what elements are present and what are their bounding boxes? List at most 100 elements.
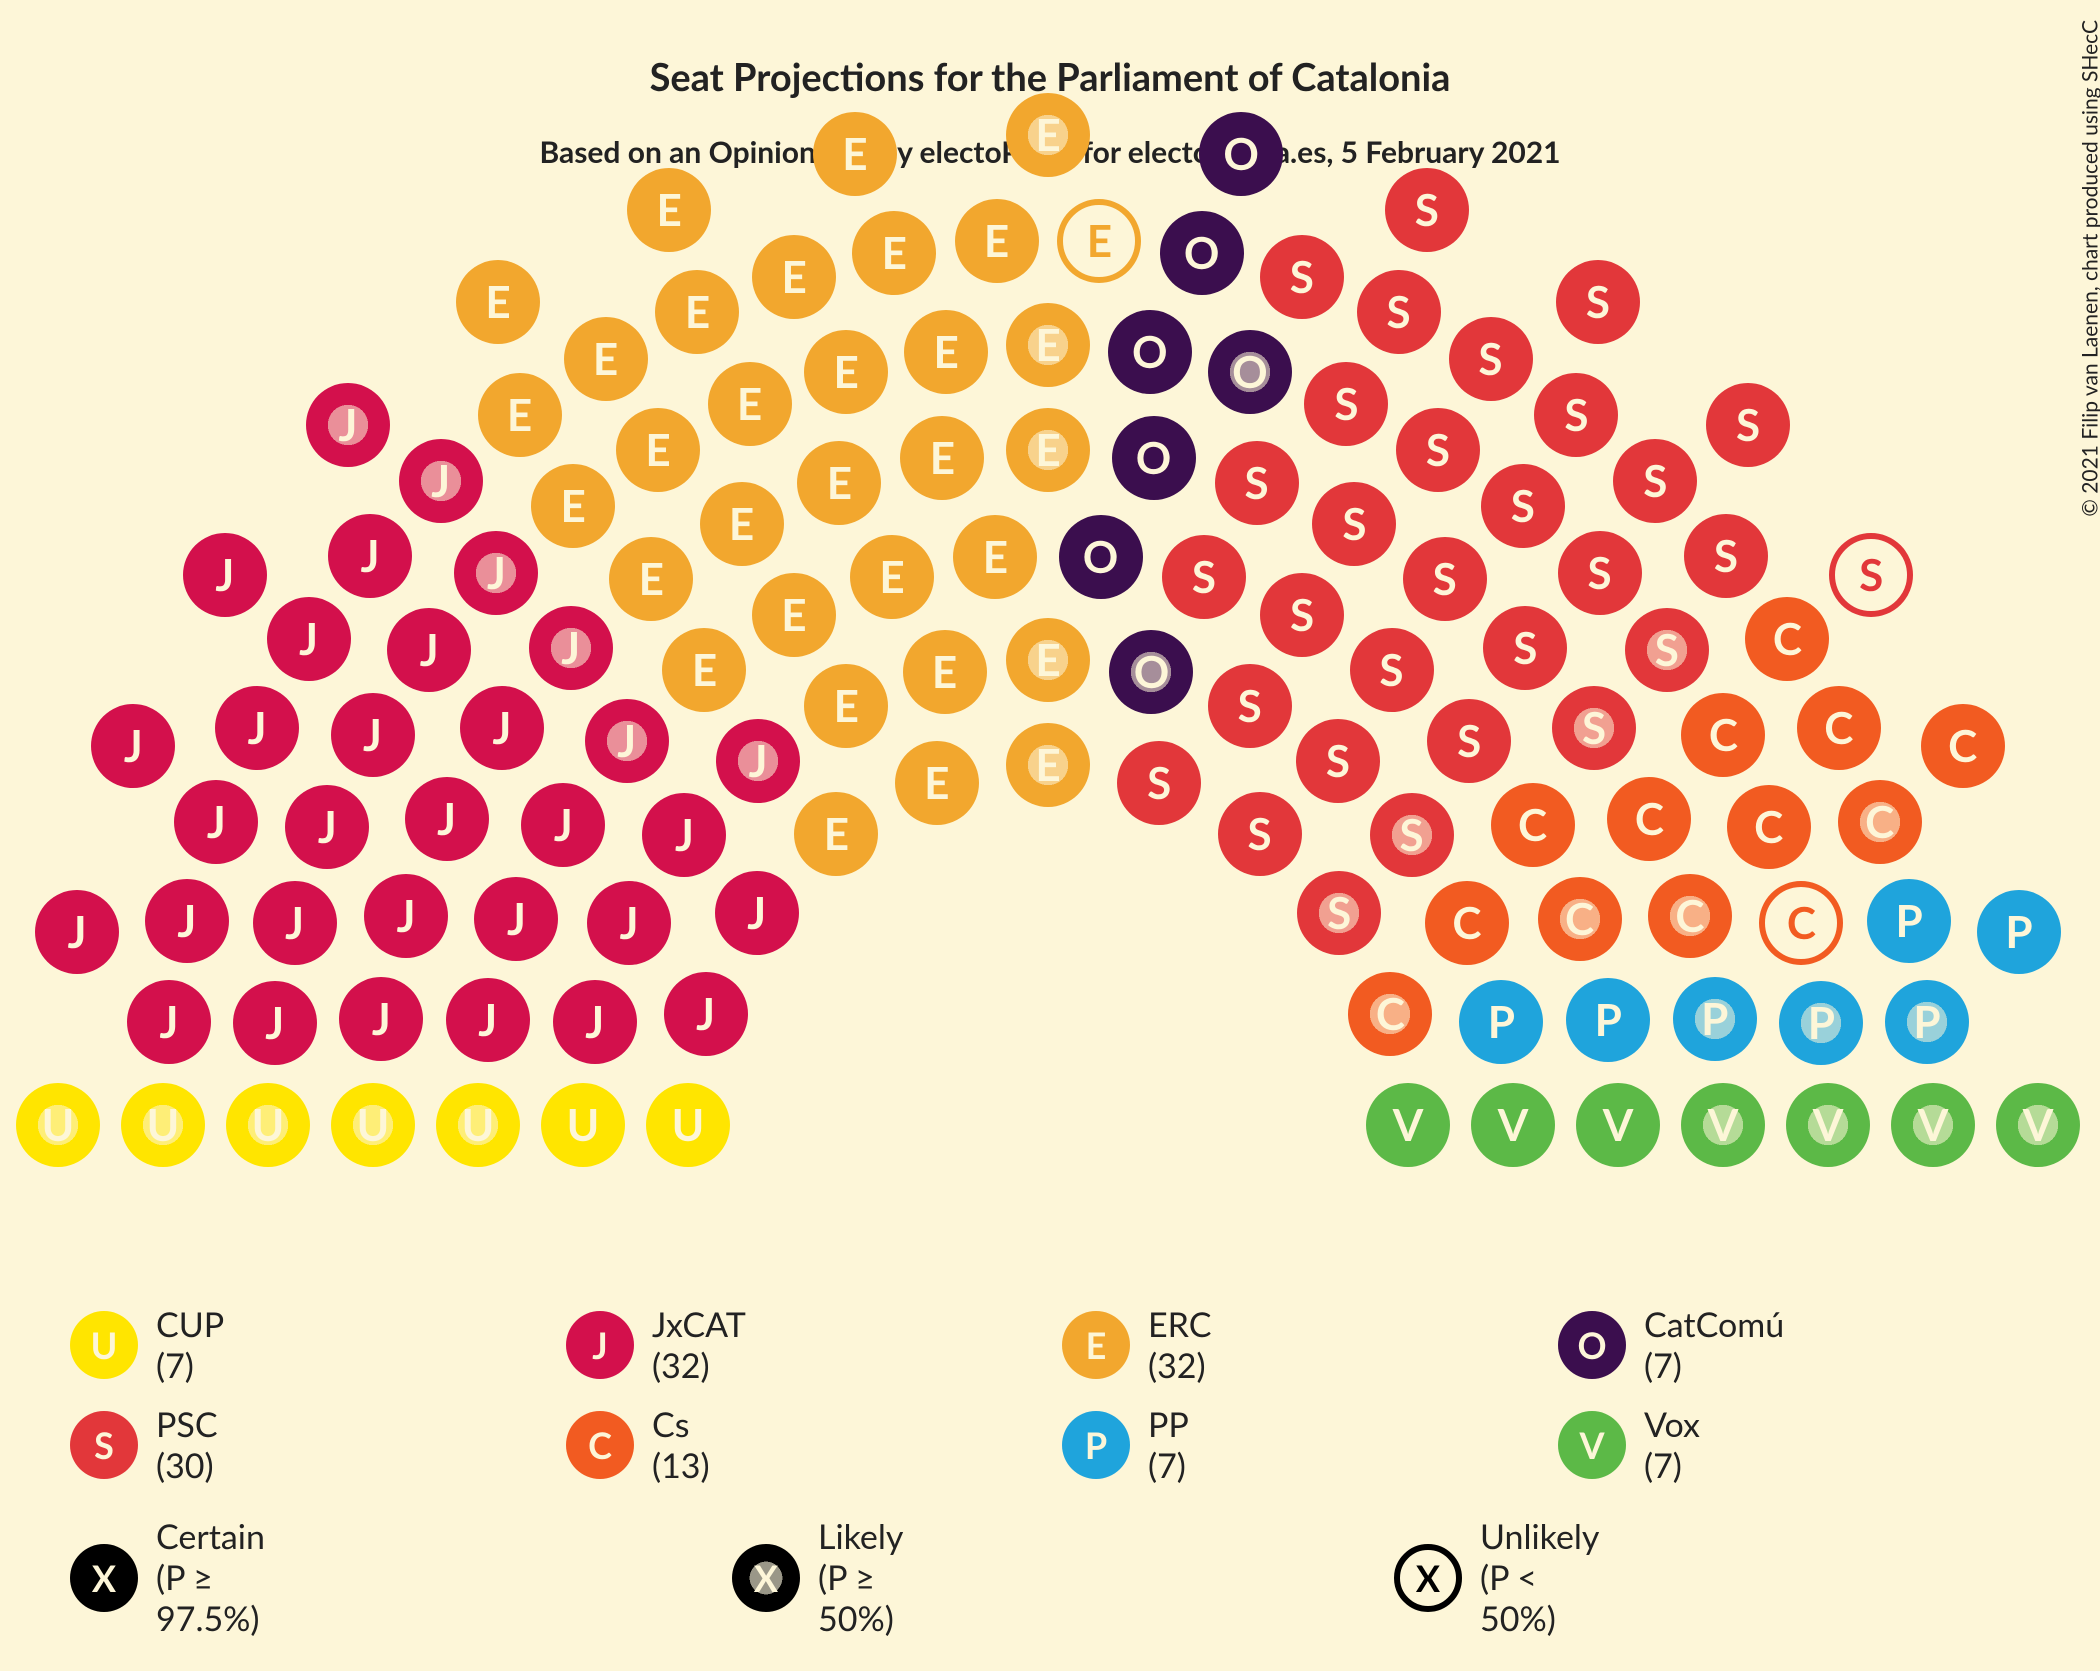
certainty-swatch-certain: X	[70, 1544, 138, 1612]
certainty-label-likely: Likely (P ≥ 50%)	[818, 1516, 903, 1639]
seat-V: V	[1576, 1083, 1660, 1167]
seat-J: J	[587, 881, 671, 965]
legend-swatch-J: J	[566, 1311, 634, 1379]
seat-E: E	[627, 168, 711, 252]
seat-J: J	[399, 439, 483, 523]
certainty-swatch-unlikely: X	[1394, 1544, 1462, 1612]
seat-E: E	[700, 482, 784, 566]
seat-J: J	[529, 606, 613, 690]
seat-S: S	[1357, 270, 1441, 354]
legend-label-U: CUP (7)	[156, 1304, 223, 1386]
seat-J: J	[553, 980, 637, 1064]
legend-swatch-V: V	[1558, 1411, 1626, 1479]
seat-E: E	[1006, 303, 1090, 387]
seat-J: J	[174, 780, 258, 864]
legend-swatch-O: O	[1558, 1311, 1626, 1379]
seat-S: S	[1625, 608, 1709, 692]
legend-label-V: Vox (7)	[1644, 1404, 1700, 1486]
seat-O: O	[1109, 630, 1193, 714]
seat-J: J	[339, 977, 423, 1061]
seat-E: E	[955, 199, 1039, 283]
seat-V: V	[1891, 1083, 1975, 1167]
hemicycle-chart: Seat Projections for the Parliament of C…	[0, 0, 2100, 1671]
legend-swatch-U: U	[70, 1311, 138, 1379]
legend-label-O: CatComú (7)	[1644, 1304, 1784, 1386]
seat-E: E	[904, 310, 988, 394]
legend-item-P: PPP (7)	[1062, 1404, 1188, 1486]
seat-J: J	[215, 686, 299, 770]
legend-label-S: PSC (30)	[156, 1404, 218, 1486]
seat-C: C	[1425, 881, 1509, 965]
seat-S: S	[1260, 573, 1344, 657]
seat-S: S	[1552, 686, 1636, 770]
legend-swatch-S: S	[70, 1411, 138, 1479]
seat-J: J	[454, 531, 538, 615]
seat-J: J	[285, 785, 369, 869]
seat-E: E	[850, 535, 934, 619]
seat-S: S	[1370, 793, 1454, 877]
seat-S: S	[1483, 606, 1567, 690]
seat-J: J	[145, 879, 229, 963]
seat-P: P	[1885, 980, 1969, 1064]
seat-U: U	[121, 1083, 205, 1167]
seat-S: S	[1162, 535, 1246, 619]
seat-O: O	[1112, 416, 1196, 500]
seat-E: E	[895, 741, 979, 825]
seat-J: J	[267, 597, 351, 681]
legend-label-C: Cs (13)	[652, 1404, 710, 1486]
seat-E: E	[609, 537, 693, 621]
seat-S: S	[1556, 260, 1640, 344]
seat-E: E	[564, 317, 648, 401]
seat-S: S	[1312, 482, 1396, 566]
seat-E: E	[804, 330, 888, 414]
legend-item-U: U CUP (7)	[70, 1304, 223, 1386]
legend-label-P: PP (7)	[1148, 1404, 1188, 1486]
seat-J: J	[715, 871, 799, 955]
legend-item-E: EERC (32)	[1062, 1304, 1211, 1386]
seat-J: J	[664, 972, 748, 1056]
seat-E: E	[797, 441, 881, 525]
seat-S: S	[1706, 383, 1790, 467]
seat-S: S	[1117, 741, 1201, 825]
seat-E: E	[478, 373, 562, 457]
seat-P: P	[1459, 980, 1543, 1064]
seat-C: C	[1797, 686, 1881, 770]
seat-E: E	[1006, 723, 1090, 807]
seat-S: S	[1218, 792, 1302, 876]
seat-E: E	[953, 515, 1037, 599]
seat-E: E	[1006, 408, 1090, 492]
legend-item-C: CCs (13)	[566, 1404, 710, 1486]
legend-swatch-E: E	[1062, 1311, 1130, 1379]
seat-V: V	[1996, 1083, 2080, 1167]
seat-U: U	[541, 1083, 625, 1167]
seat-O: O	[1108, 310, 1192, 394]
certainty-item-likely: XLikely (P ≥ 50%)	[732, 1516, 903, 1639]
seat-C: C	[1681, 693, 1765, 777]
certainty-label-certain: Certain (P ≥ 97.5%)	[156, 1516, 265, 1639]
certainty-item-unlikely: XUnlikely (P < 50%)	[1394, 1516, 1599, 1639]
legend-item-V: V Vox (7)	[1558, 1404, 1700, 1486]
seat-C: C	[1607, 777, 1691, 861]
seat-O: O	[1160, 211, 1244, 295]
seat-J: J	[306, 383, 390, 467]
seat-E: E	[1057, 199, 1141, 283]
seat-S: S	[1403, 537, 1487, 621]
seat-S: S	[1208, 664, 1292, 748]
seat-E: E	[752, 573, 836, 657]
credit-text: © 2021 Filip van Laenen, chart produced …	[2078, 20, 2100, 517]
seat-S: S	[1427, 699, 1511, 783]
seat-P: P	[1779, 981, 1863, 1065]
seat-S: S	[1534, 373, 1618, 457]
seat-P: P	[1977, 890, 2061, 974]
seat-E: E	[708, 362, 792, 446]
seat-J: J	[405, 777, 489, 861]
seat-E: E	[1006, 93, 1090, 177]
seat-S: S	[1215, 441, 1299, 525]
seat-S: S	[1350, 628, 1434, 712]
seat-J: J	[521, 783, 605, 867]
seat-U: U	[16, 1083, 100, 1167]
legend-item-S: S PSC (30)	[70, 1404, 218, 1486]
seat-S: S	[1684, 514, 1768, 598]
seat-C: C	[1921, 704, 2005, 788]
seat-E: E	[531, 464, 615, 548]
